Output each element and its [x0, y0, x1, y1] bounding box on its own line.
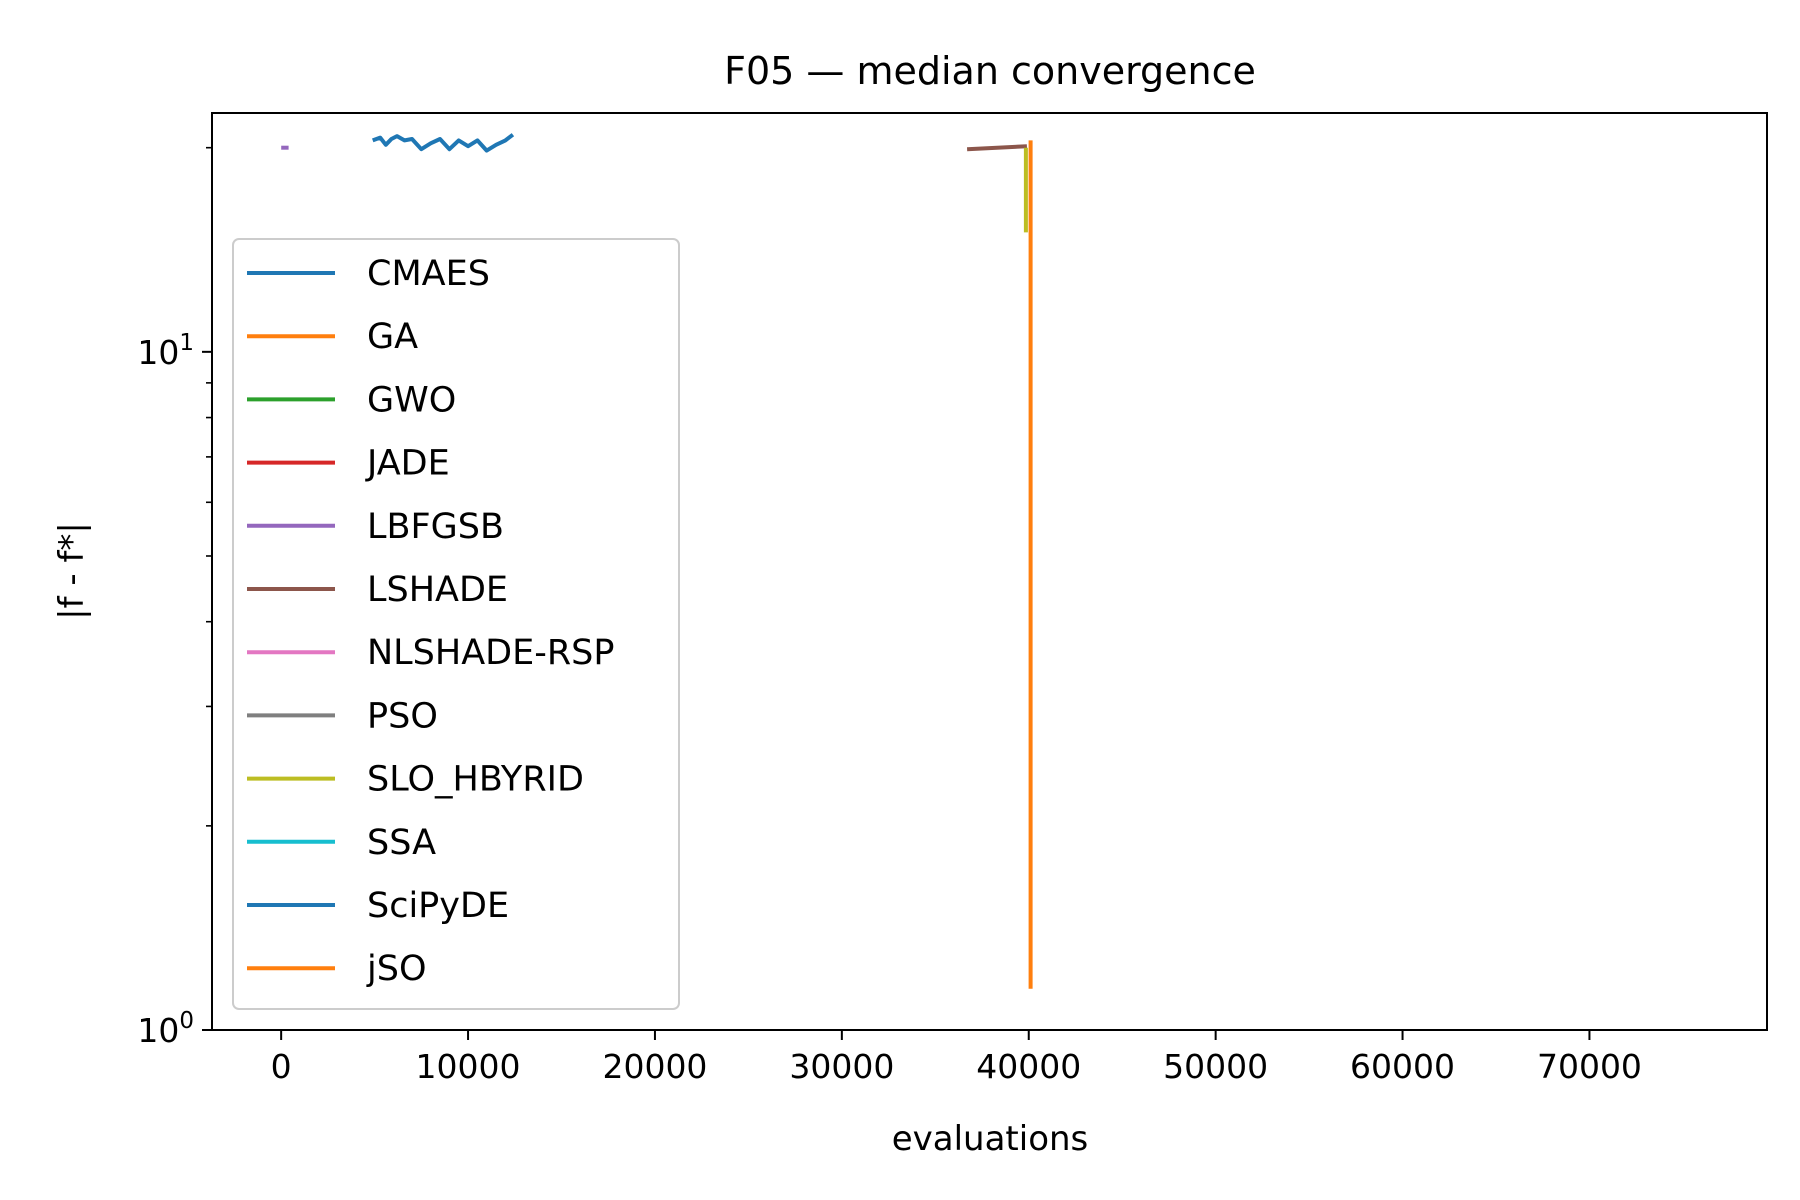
legend-label-10: SciPyDE: [367, 886, 509, 926]
plot-frame: [211, 112, 1768, 1031]
x-tick-label-7: 70000: [1537, 1047, 1642, 1086]
x-tick-label-5: 50000: [1163, 1047, 1268, 1086]
x-tick-label-6: 60000: [1350, 1047, 1455, 1086]
y-tick-exp-1: 1: [179, 330, 194, 356]
legend-label-4: LBFGSB: [367, 507, 504, 547]
legend-label-2: GWO: [367, 380, 456, 420]
y-tick-label-1: 101: [137, 330, 194, 372]
y-tick-base-0: 10: [137, 1011, 179, 1050]
series-layer: [281, 133, 1033, 989]
x-tick-label-2: 20000: [602, 1047, 707, 1086]
legend-label-11: jSO: [366, 949, 427, 989]
y-tick-exp-0: 0: [179, 1008, 194, 1034]
y-tick-base-1: 10: [137, 333, 179, 372]
legend-label-8: SLO_HBYRID: [367, 760, 584, 800]
chart-title: F05 — median convergence: [724, 49, 1256, 93]
legend-label-5: LSHADE: [367, 570, 508, 610]
series-line-0: [372, 133, 515, 153]
legend-label-9: SSA: [367, 823, 436, 863]
x-tick-label-4: 40000: [976, 1047, 1081, 1086]
y-tick-label-0: 100: [137, 1008, 194, 1050]
legend: CMAES GA GWO JADE LBFGSB LSHADE NLSHADE-RSP PSO…: [232, 238, 680, 1010]
x-axis: 0 10000 20000 30000 40000 50000 60000 70000: [271, 1030, 1642, 1086]
legend-label-3: JADE: [365, 444, 450, 484]
y-axis-label: |f - f*|: [52, 522, 92, 620]
legend-label-6: NLSHADE-RSP: [367, 633, 615, 673]
legend-label-1: GA: [367, 317, 418, 357]
x-tick-label-3: 30000: [789, 1047, 894, 1086]
x-axis-label: evaluations: [892, 1119, 1089, 1159]
legend-label-0: CMAES: [367, 254, 490, 294]
series-line-5: [966, 144, 1028, 152]
legend-label-7: PSO: [367, 696, 438, 736]
x-tick-label-1: 10000: [416, 1047, 521, 1086]
x-tick-label-0: 0: [271, 1047, 292, 1086]
legend-box: [232, 238, 680, 1010]
